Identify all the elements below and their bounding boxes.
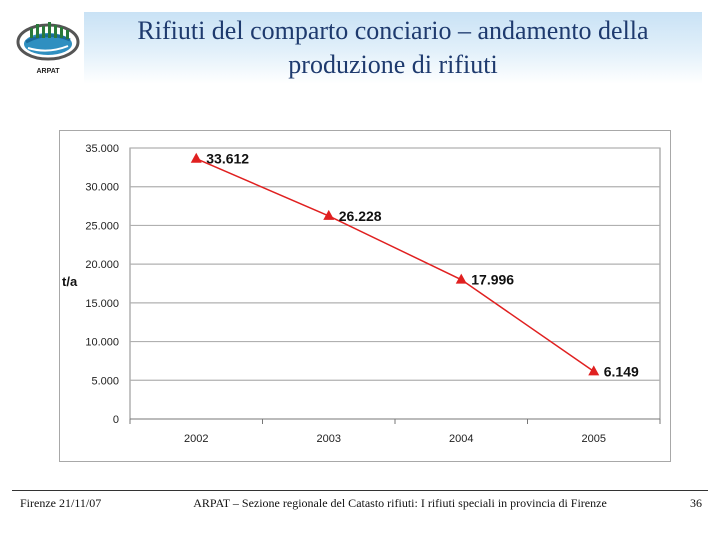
y-tick-label: 5.000 [91, 375, 119, 387]
data-label: 17.996 [471, 272, 514, 288]
plot-area [129, 147, 661, 420]
arpat-logo-icon [16, 22, 80, 61]
y-tick-label: 15.000 [85, 298, 119, 310]
arpat-logo [10, 10, 82, 84]
page-title: Rifiuti del comparto conciario – andamen… [84, 14, 702, 82]
data-label: 33.612 [206, 151, 249, 167]
footer-date: Firenze 21/11/07 [20, 496, 102, 510]
title-line-2: produzione di rifiuti [288, 50, 498, 79]
footer-divider [12, 490, 708, 491]
y-tick-label: 25.000 [85, 220, 119, 232]
y-tick-label: 0 [113, 414, 119, 426]
data-point-marker [323, 209, 335, 220]
logo-text: ARPAT [36, 68, 60, 75]
footer-source: ARPAT – Sezione regionale del Catasto ri… [193, 496, 607, 510]
page-number: 36 [690, 496, 702, 510]
y-tick-label: 35.000 [85, 143, 119, 155]
y-tick-label: 30.000 [85, 182, 119, 194]
line-chart: 0 5.000 10.000 15.000 20.000 25.000 30.000 35.0… [62, 143, 661, 445]
header-band [84, 12, 702, 84]
data-point-marker [588, 365, 600, 376]
data-label: 26.228 [339, 208, 382, 224]
y-tick-label: 20.000 [85, 259, 119, 271]
x-tick-label: 2003 [317, 433, 341, 445]
chart-frame: 0 5.000 10.000 15.000 20.000 25.000 30.000 35.0… [59, 130, 671, 462]
data-point-marker [455, 273, 467, 284]
y-tick-label: 10.000 [85, 337, 119, 349]
title-line-1: Rifiuti del comparto conciario – andamen… [137, 16, 649, 45]
series-line [195, 158, 595, 373]
data-label: 6.149 [604, 363, 639, 379]
x-tick-label: 2002 [184, 433, 208, 445]
data-point-marker [190, 152, 202, 163]
x-tick-label: 2004 [449, 433, 473, 445]
x-tick-label: 2005 [582, 433, 606, 445]
y-axis-title: t/a [62, 274, 78, 289]
